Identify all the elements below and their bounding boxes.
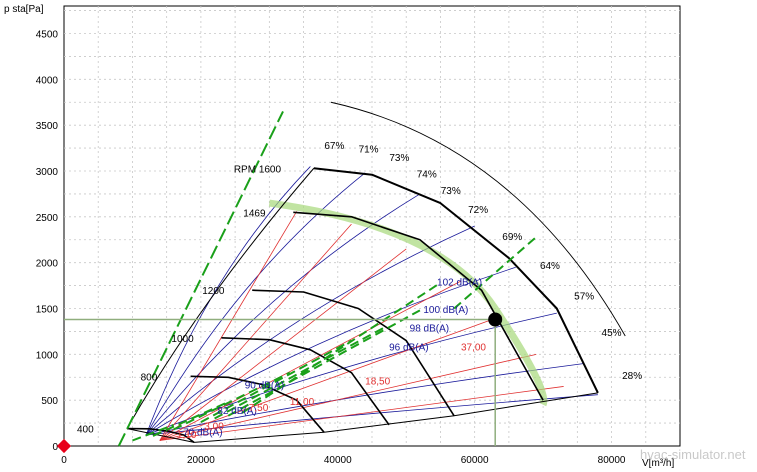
y-tick-label: 4000 (36, 75, 59, 86)
envelope-line (126, 392, 598, 443)
noise-line (173, 371, 291, 431)
efficiency-label: 28% (622, 371, 642, 382)
x-axis-title: V[m³/h] (642, 458, 674, 469)
rpm-curve (126, 427, 195, 443)
efficiency-fan-line (146, 363, 585, 436)
rpm-curve (221, 337, 390, 426)
rpm-curve-label: 800 (141, 372, 158, 383)
y-tick-label: 1500 (36, 305, 59, 316)
power-label: 37,00 (461, 343, 486, 354)
guide-arc (330, 101, 626, 337)
efficiency-fan-line (145, 172, 366, 436)
power-line (159, 211, 298, 441)
watermark: hvac-simulator.net (640, 447, 746, 462)
power-line (159, 315, 503, 441)
power-line (159, 386, 564, 441)
efficiency-label: 69% (502, 232, 522, 243)
noise-line (453, 236, 537, 310)
x-tick-label: 0 (61, 455, 67, 466)
efficiency-label: 67% (324, 141, 344, 152)
x-tick-label: 20000 (187, 455, 215, 466)
y-axis-title: p sta[Pa] (4, 4, 44, 15)
curve-labels: RPM 1600 1469 1200 1000 800 400 67% 71% 73% 74% 73… (77, 141, 642, 441)
noise-line (132, 423, 174, 442)
y-tick-label: 4500 (36, 30, 59, 41)
rpm-curve (293, 211, 544, 401)
noise-line (200, 339, 352, 424)
noise-line (227, 309, 421, 417)
efficiency-fan-line (145, 193, 421, 436)
rpm-curve-label: 1000 (171, 334, 194, 345)
y-tick-label: 2500 (36, 213, 59, 224)
power-line (159, 280, 462, 441)
efficiency-label: 71% (359, 145, 379, 156)
power-label: 7,50 (249, 403, 269, 414)
power-label: 3,00 (204, 422, 224, 433)
noise-label: 90 dB(A) (245, 380, 284, 391)
rpm-curve-label: 400 (77, 425, 94, 436)
efficiency-fan-line (145, 166, 311, 436)
y-tick-label: 3000 (36, 167, 59, 178)
efficiency-label: 72% (468, 205, 488, 216)
x-tick-label: 80000 (598, 455, 626, 466)
y-tick-label: 2000 (36, 259, 59, 270)
noise-label: 100 dB(A) (423, 305, 468, 316)
noise-line (241, 281, 441, 414)
rpm-curve-label: 1200 (202, 286, 225, 297)
power-label: 18,50 (365, 377, 390, 388)
noise-label: 96 dB(A) (389, 343, 428, 354)
noise-lines (64, 110, 537, 447)
efficiency-label: 73% (389, 153, 409, 164)
power-line (159, 248, 407, 441)
y-tick-label: 500 (41, 396, 58, 407)
axes: 0 20000 40000 60000 80000 0 500 1000 1500 2000 250… (36, 30, 626, 467)
rpm-curves (126, 101, 626, 443)
noise-label: 98 dB(A) (410, 323, 449, 334)
rpm-curve-label: 1469 (243, 208, 266, 219)
efficiency-label: 45% (602, 328, 622, 339)
noise-line (117, 110, 284, 447)
rpm-curve (313, 167, 599, 394)
x-tick-label: 60000 (461, 455, 489, 466)
power-label: 11,00 (290, 397, 315, 408)
envelope-line (126, 167, 315, 429)
efficiency-fan-line (146, 394, 598, 436)
origin-marker (56, 438, 72, 454)
noise-label: 70 dB(A) (183, 427, 222, 438)
efficiency-fan-line (145, 266, 516, 436)
efficiency-label: 57% (574, 291, 594, 302)
x-tick-label: 40000 (324, 455, 352, 466)
power-line (159, 223, 352, 441)
rpm-curve (190, 375, 325, 433)
y-tick-label: 0 (52, 442, 58, 453)
efficiency-label: 74% (417, 169, 437, 180)
noise-line (214, 325, 387, 420)
grid (63, 5, 681, 447)
power-line (159, 353, 537, 441)
y-tick-label: 1000 (36, 350, 59, 361)
rpm-curve (252, 289, 455, 417)
power-label: 1,10 (177, 430, 197, 441)
efficiency-label: 64% (540, 261, 560, 272)
operating-point-marker (488, 312, 503, 327)
noise-label: 82 dB(A) (217, 406, 256, 417)
efficiency-label: 73% (441, 186, 461, 197)
y-tick-label: 3500 (36, 121, 59, 132)
noise-label: 102 dB(A) (437, 278, 482, 289)
rpm-curve-label: RPM 1600 (234, 164, 282, 175)
